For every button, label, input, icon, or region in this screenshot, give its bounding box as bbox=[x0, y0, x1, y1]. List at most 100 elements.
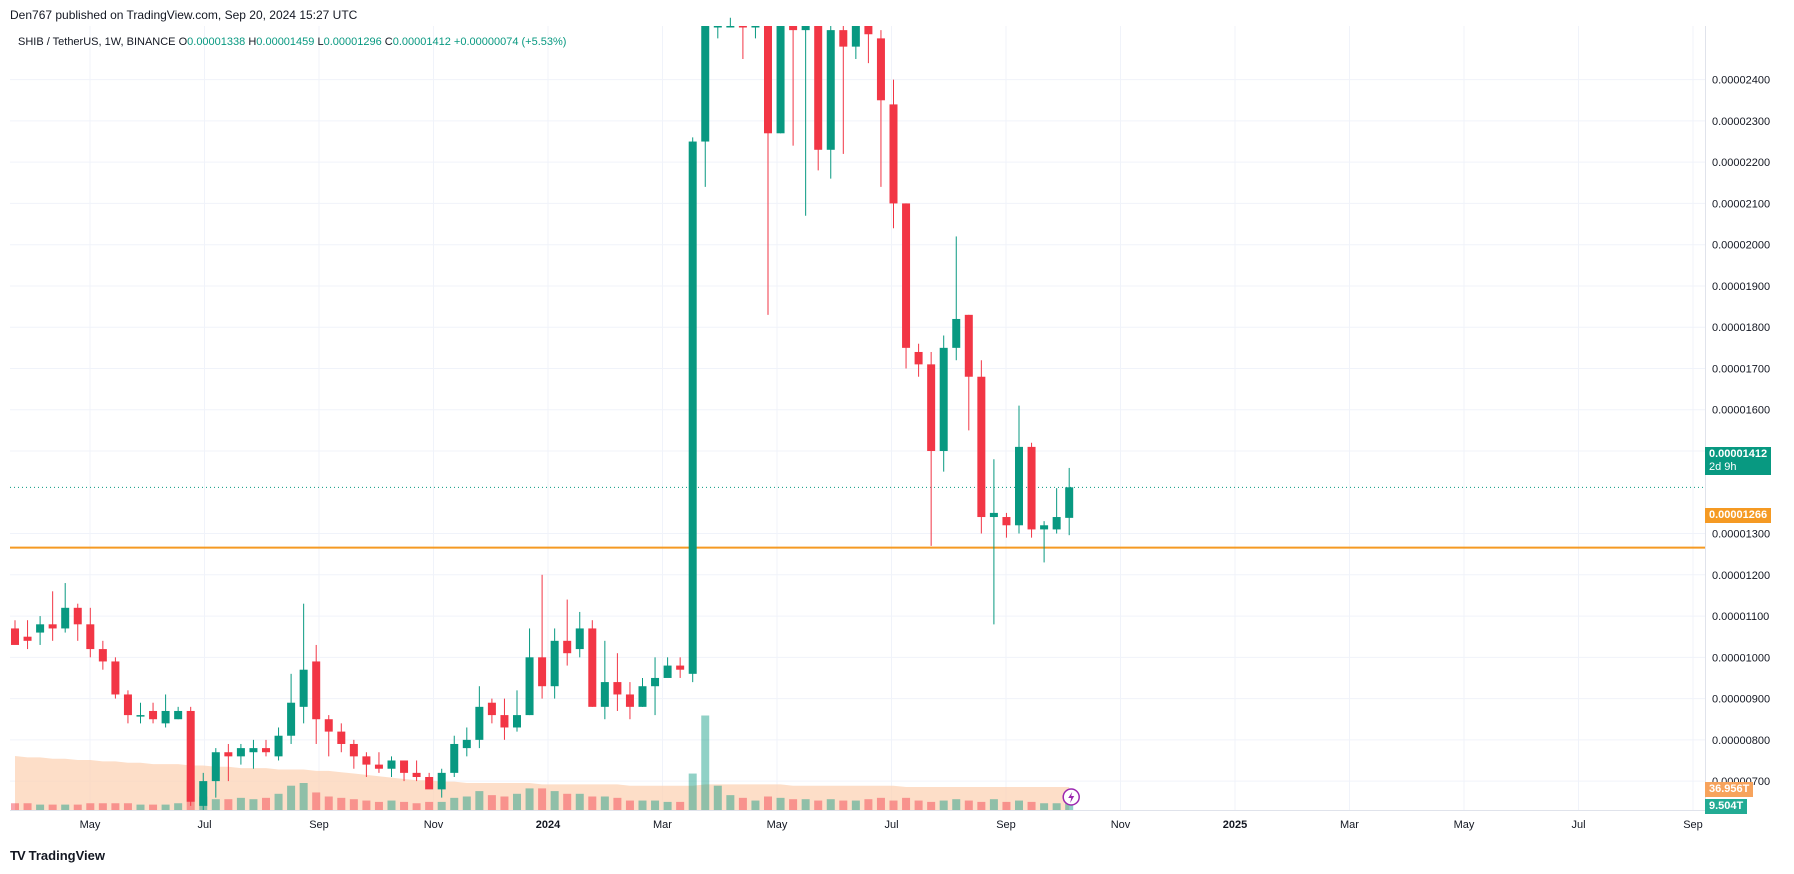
candle-body bbox=[600, 682, 609, 707]
volume-bar bbox=[776, 797, 785, 810]
tradingview-brand[interactable]: TV TradingView bbox=[10, 848, 105, 863]
x-tick-label: Jul bbox=[884, 819, 898, 831]
y-tick-label: 0.00001700 bbox=[1712, 363, 1770, 375]
candle-body bbox=[161, 710, 170, 724]
candle-body bbox=[814, 26, 823, 150]
volume-bar bbox=[814, 800, 823, 810]
x-tick-label: Sep bbox=[996, 819, 1016, 831]
volume-bar bbox=[123, 803, 132, 810]
y-tick-label: 0.00002300 bbox=[1712, 116, 1770, 128]
candle-body bbox=[625, 694, 634, 707]
volume-bar bbox=[249, 799, 258, 810]
tradingview-logo-icon: TV bbox=[10, 848, 26, 863]
volume-bar bbox=[11, 803, 19, 810]
x-tick-label: Nov bbox=[424, 819, 444, 831]
volume-bar bbox=[98, 803, 107, 810]
candles bbox=[10, 17, 1705, 810]
candle-body bbox=[1002, 517, 1011, 526]
x-tick-label: May bbox=[80, 819, 101, 831]
candle-body bbox=[513, 715, 521, 728]
y-tick-label: 0.00000900 bbox=[1712, 694, 1770, 706]
volume-bar bbox=[450, 797, 459, 810]
volume-bar bbox=[964, 800, 973, 810]
volume-bar bbox=[563, 793, 572, 810]
volume-bar bbox=[701, 715, 710, 810]
candle-body bbox=[851, 26, 860, 47]
candle-body bbox=[287, 702, 296, 736]
candle-body bbox=[952, 318, 961, 348]
x-tick-label: Mar bbox=[1340, 819, 1359, 831]
candle-body bbox=[349, 743, 358, 757]
volume-bar bbox=[487, 795, 496, 810]
plot-frame[interactable] bbox=[10, 26, 1706, 811]
candle-body bbox=[1040, 525, 1049, 530]
candle-body bbox=[111, 661, 120, 695]
candle-body bbox=[174, 710, 183, 720]
grid bbox=[10, 26, 1705, 810]
candle-body bbox=[61, 607, 70, 629]
volume-bar bbox=[48, 804, 57, 810]
candle-body bbox=[475, 706, 484, 740]
volume-bar bbox=[864, 799, 873, 810]
candle-body bbox=[751, 26, 760, 28]
volume-bar bbox=[211, 799, 220, 810]
candle-body bbox=[462, 739, 471, 749]
candle-body bbox=[713, 26, 722, 28]
high-label: H bbox=[248, 36, 257, 48]
volume-bar bbox=[174, 803, 183, 810]
volume-bar bbox=[952, 799, 961, 810]
high-value: 0.00001459 bbox=[256, 36, 315, 48]
x-tick-label: Jul bbox=[197, 819, 211, 831]
candle-body bbox=[663, 665, 672, 678]
candle-body bbox=[688, 141, 697, 674]
volume-bar bbox=[86, 803, 95, 810]
bar-countdown: 2d 9h bbox=[1709, 461, 1737, 473]
candle-body bbox=[977, 376, 986, 518]
volume-bar bbox=[914, 800, 923, 810]
volume-bar bbox=[588, 796, 597, 810]
candle-body bbox=[374, 764, 383, 769]
volume-bar bbox=[362, 800, 371, 810]
candle-body bbox=[613, 682, 622, 695]
volume-bar bbox=[1065, 803, 1074, 810]
candle-body bbox=[789, 26, 798, 31]
x-axis: May Jul Sep Nov 2024 Mar May Jul Sep Nov 2025 Mar Ma… bbox=[80, 819, 1703, 831]
y-tick-label: 0.00001200 bbox=[1712, 570, 1770, 582]
volume-bar bbox=[839, 800, 848, 810]
candle-body bbox=[236, 748, 245, 757]
low-value: 0.00001296 bbox=[323, 36, 382, 48]
volume-bar bbox=[374, 801, 383, 810]
candle-body bbox=[575, 628, 584, 650]
candle-body bbox=[764, 26, 772, 134]
volume-bar bbox=[939, 800, 948, 810]
candle-body bbox=[98, 649, 107, 662]
volume-bar bbox=[73, 804, 82, 810]
candle-body bbox=[86, 624, 95, 650]
volume-bar bbox=[462, 796, 471, 810]
volume-bar bbox=[688, 773, 697, 810]
candle-body bbox=[902, 203, 911, 348]
volume-bar bbox=[801, 799, 810, 810]
last-price-tag: 0.00001412 2d 9h bbox=[1705, 447, 1772, 475]
volume-bar bbox=[525, 788, 534, 810]
candle-body bbox=[199, 781, 208, 806]
volume-bar bbox=[136, 804, 145, 810]
candle-body bbox=[776, 26, 785, 134]
candle-body bbox=[362, 756, 371, 765]
volume-bar bbox=[475, 791, 484, 810]
volume-bar bbox=[751, 800, 760, 810]
volume-bar bbox=[625, 800, 634, 810]
candle-body bbox=[249, 748, 258, 753]
candle-body bbox=[964, 314, 973, 377]
candle-body bbox=[701, 26, 710, 142]
candle-body bbox=[500, 715, 509, 728]
candle-body bbox=[726, 26, 735, 28]
volume-bar bbox=[149, 804, 158, 810]
candle-body bbox=[412, 772, 421, 777]
volume-bar bbox=[425, 801, 434, 810]
volume-bar bbox=[902, 797, 911, 810]
volume-bar bbox=[61, 804, 70, 810]
candle-body bbox=[437, 772, 446, 790]
y-tick-label: 0.00002100 bbox=[1712, 198, 1770, 210]
